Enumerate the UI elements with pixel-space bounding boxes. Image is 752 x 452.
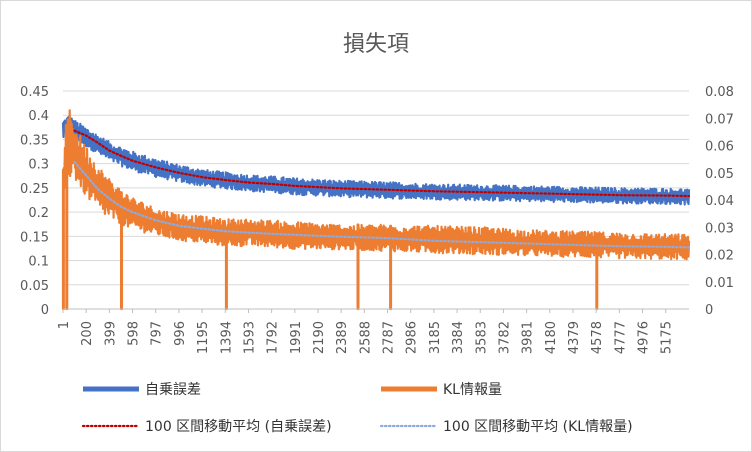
x-tick-label: 4578 bbox=[590, 321, 605, 354]
series-squared-error bbox=[61, 115, 691, 206]
x-tick-label: 1195 bbox=[196, 321, 211, 354]
y-left-tick-label: 0.4 bbox=[28, 109, 49, 124]
y-left-tick-label: 0.15 bbox=[20, 230, 49, 245]
y-left-tick-label: 0.3 bbox=[28, 158, 49, 173]
x-tick-label: 1991 bbox=[289, 321, 304, 354]
legend-label: 100 区間移動平均 (自乗誤差) bbox=[145, 419, 332, 435]
plot-area bbox=[61, 109, 691, 311]
y-right-tick-label: 0.07 bbox=[705, 112, 734, 127]
y-right-tick-label: 0.05 bbox=[705, 167, 734, 182]
series-moving-average-squared-error bbox=[73, 129, 691, 198]
x-tick-label: 797 bbox=[150, 321, 165, 346]
x-tick-label: 1593 bbox=[242, 321, 257, 354]
y-left-tick-label: 0.05 bbox=[20, 279, 49, 294]
series-kl-divergence bbox=[61, 109, 691, 311]
y-left-tick-label: 0 bbox=[41, 303, 49, 318]
x-tick-label: 399 bbox=[103, 321, 118, 346]
x-tick-label: 3583 bbox=[474, 321, 489, 354]
x-tick-label: 3782 bbox=[497, 321, 512, 354]
y-left-tick-label: 0.1 bbox=[28, 255, 49, 270]
x-tick-label: 2190 bbox=[312, 321, 327, 354]
series-moving-average-kl bbox=[73, 160, 691, 249]
legend: 自乗誤差 KL情報量 100 区間移動平均 (自乗誤差) 100 区間移動平均 (KL… bbox=[81, 382, 633, 435]
x-tick-label: 4180 bbox=[544, 321, 559, 354]
x-tick-label: 1394 bbox=[219, 321, 234, 354]
y-right-tick-label: 0.03 bbox=[705, 221, 734, 236]
x-tick-label: 3981 bbox=[521, 321, 536, 354]
y-right-tick-label: 0 bbox=[705, 303, 713, 318]
legend-label: 100 区間移動平均 (KL情報量) bbox=[443, 419, 633, 435]
y-right-tick-label: 0.06 bbox=[705, 140, 734, 155]
x-tick-label: 200 bbox=[80, 321, 95, 346]
legend-label: KL情報量 bbox=[443, 382, 502, 398]
x-tick-label: 2986 bbox=[405, 321, 420, 354]
y-right-tick-label: 0.04 bbox=[705, 194, 734, 209]
x-tick-label: 2588 bbox=[358, 321, 373, 354]
series-kl-divergence-line bbox=[61, 109, 691, 311]
y-axis-right: 0 0.01 0.02 0.03 0.04 0.05 0.06 0.07 0.08 bbox=[705, 85, 734, 318]
x-tick-label: 5175 bbox=[660, 321, 675, 354]
y-left-tick-label: 0.25 bbox=[20, 182, 49, 197]
x-tick-label: 598 bbox=[127, 321, 142, 346]
y-right-tick-label: 0.08 bbox=[705, 85, 734, 100]
x-tick-label: 3384 bbox=[451, 321, 466, 354]
y-axis-left: 0 0.05 0.1 0.15 0.2 0.25 0.3 0.35 0.4 0.45 bbox=[20, 85, 49, 318]
x-tick-label: 2389 bbox=[335, 321, 350, 354]
series-squared-error-line bbox=[61, 115, 691, 206]
y-right-tick-label: 0.02 bbox=[705, 249, 734, 264]
legend-label: 自乗誤差 bbox=[145, 382, 201, 398]
y-right-tick-label: 0.01 bbox=[705, 276, 734, 291]
x-axis: 1 200 399 598 797 996 1195 1394 1593 1792 1991 2190… bbox=[57, 308, 689, 354]
x-tick-label: 1 bbox=[57, 321, 72, 329]
chart-title: 損失項 bbox=[343, 32, 409, 57]
x-tick-label: 1792 bbox=[266, 321, 281, 354]
x-tick-label: 2787 bbox=[382, 321, 397, 354]
x-tick-label: 996 bbox=[173, 321, 188, 346]
y-left-tick-label: 0.45 bbox=[20, 85, 49, 100]
x-tick-label: 4976 bbox=[637, 321, 652, 354]
x-tick-label: 4379 bbox=[567, 321, 582, 354]
y-left-tick-label: 0.2 bbox=[28, 206, 49, 221]
x-tick-label: 3185 bbox=[428, 321, 443, 354]
y-left-tick-label: 0.35 bbox=[20, 133, 49, 148]
x-tick-label: 4777 bbox=[613, 321, 628, 354]
